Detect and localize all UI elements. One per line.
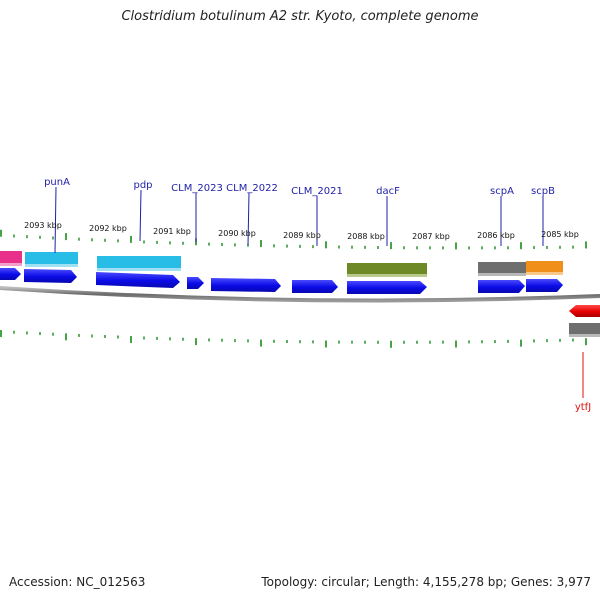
cds-arrow-CLM_2021[interactable]: [292, 280, 338, 293]
gene-label-CLM_2021[interactable]: CLM_2021: [291, 186, 343, 197]
kbp-label: 2088 kbp: [347, 232, 385, 241]
gene-label-punA[interactable]: punA: [44, 177, 70, 188]
kbp-label: 2091 kbp: [153, 227, 191, 236]
gene-label-CLM_2023[interactable]: CLM_2023: [171, 183, 223, 194]
cds-track-forward: [0, 268, 563, 294]
gene-label-scpA[interactable]: scpA: [490, 186, 514, 197]
feature-scpB-shadow: [526, 272, 563, 275]
gene-label-ytfJ[interactable]: ytfJ: [575, 402, 591, 413]
kbp-label: 2089 kbp: [283, 231, 321, 240]
feature-left-partial[interactable]: [0, 251, 22, 263]
reverse-tick-ring: [0, 330, 587, 348]
leader-CLM_2022: [247, 192, 250, 246]
kbp-labels: 2093 kbp 2092 kbp 2091 kbp 2090 kbp 2089…: [24, 221, 579, 241]
gene-label-pdp[interactable]: pdp: [133, 180, 152, 191]
accession-text: Accession: NC_012563: [9, 575, 146, 589]
gene-labels: punA pdp CLM_2023 CLM_2022 CLM_2021 dacF…: [44, 177, 591, 413]
cds-arrow-pdp[interactable]: [96, 272, 180, 288]
gene-label-CLM_2022[interactable]: CLM_2022: [226, 183, 278, 194]
topology-text: Topology: circular; Length: 4,155,278 bp…: [261, 575, 591, 589]
cds-arrow-ytfJ[interactable]: [569, 305, 600, 317]
feature-pdp-shadow: [97, 268, 181, 271]
gene-label-scpB[interactable]: scpB: [531, 186, 555, 197]
leader-punA: [54, 186, 57, 254]
kbp-label: 2090 kbp: [218, 229, 256, 238]
kbp-label: 2085 kbp: [541, 230, 579, 239]
cds-arrow-scpB[interactable]: [526, 279, 563, 292]
feature-scpB[interactable]: [526, 261, 563, 272]
cds-arrow-CLM_2023[interactable]: [187, 277, 204, 289]
feature-ytfJ-shadow: [569, 334, 600, 337]
feature-punA-shadow: [25, 264, 78, 267]
feature-track-forward: [0, 251, 563, 277]
cds-track-reverse: [569, 305, 600, 317]
feature-punA[interactable]: [25, 252, 78, 264]
feature-left-partial-shadow: [0, 263, 22, 266]
feature-dacF[interactable]: [347, 263, 427, 274]
cds-arrow-left-partial[interactable]: [0, 268, 21, 280]
cds-arrow-scpA[interactable]: [478, 280, 525, 293]
cds-arrow-dacF[interactable]: [347, 281, 427, 294]
map-title: Clostridium botulinum A2 str. Kyoto, com…: [121, 9, 479, 24]
label-leaders: [54, 186, 584, 398]
gene-label-dacF[interactable]: dacF: [376, 186, 400, 197]
cds-arrow-punA[interactable]: [24, 269, 77, 283]
kbp-label: 2086 kbp: [477, 231, 515, 240]
cds-arrow-CLM_2022[interactable]: [211, 278, 281, 292]
leader-pdp: [139, 189, 142, 242]
kbp-label: 2092 kbp: [89, 224, 127, 233]
feature-track-reverse: [569, 323, 600, 337]
kbp-label: 2093 kbp: [24, 221, 62, 230]
kbp-label: 2087 kbp: [412, 232, 450, 241]
feature-scpA[interactable]: [478, 262, 526, 273]
feature-ytfJ[interactable]: [569, 323, 600, 334]
feature-pdp[interactable]: [97, 256, 181, 268]
feature-scpA-shadow: [478, 273, 526, 276]
genome-backbone: [0, 286, 600, 303]
feature-dacF-shadow: [347, 274, 427, 277]
